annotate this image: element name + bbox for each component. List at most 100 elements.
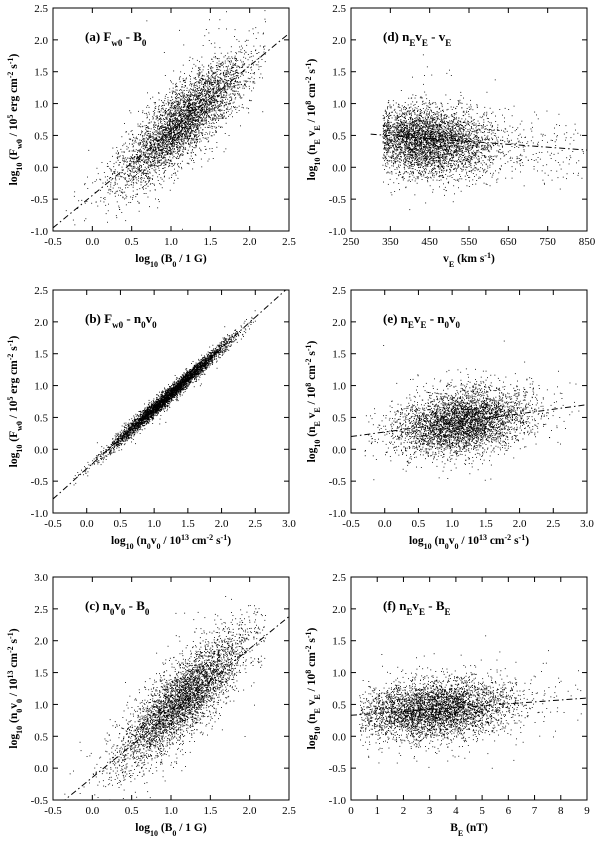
data-point <box>201 133 203 135</box>
data-point <box>173 182 175 184</box>
data-point <box>134 170 136 172</box>
data-point <box>401 135 403 136</box>
data-point <box>192 109 194 110</box>
data-point <box>171 96 173 98</box>
data-point <box>429 125 431 127</box>
data-point <box>197 73 199 75</box>
data-point <box>160 134 162 136</box>
data-point <box>160 110 162 112</box>
data-point <box>432 126 434 128</box>
data-point <box>205 117 207 119</box>
data-point <box>169 113 171 115</box>
data-point <box>173 124 175 126</box>
data-point <box>161 155 163 157</box>
data-point <box>389 113 390 114</box>
data-point <box>180 117 182 119</box>
data-point <box>165 128 167 130</box>
data-point <box>430 153 432 155</box>
data-point <box>179 139 181 141</box>
data-point <box>122 145 124 147</box>
data-point <box>175 100 177 102</box>
data-point <box>206 75 208 77</box>
data-point <box>191 84 193 85</box>
data-point <box>262 33 264 35</box>
data-point <box>190 109 192 111</box>
data-point <box>156 134 158 136</box>
data-point <box>124 157 126 159</box>
data-point <box>179 120 181 122</box>
data-point <box>168 139 170 140</box>
data-point <box>195 123 196 125</box>
data-point <box>197 124 199 125</box>
data-point <box>230 89 232 91</box>
data-point <box>209 83 210 85</box>
data-point <box>145 175 146 176</box>
data-point <box>466 124 468 126</box>
data-point <box>136 154 138 156</box>
data-point <box>202 124 204 126</box>
data-point <box>191 107 192 109</box>
data-point <box>112 173 113 175</box>
data-point <box>416 138 418 140</box>
data-point <box>172 143 174 144</box>
data-point <box>170 148 171 150</box>
data-point <box>177 163 179 164</box>
data-point <box>125 197 127 199</box>
data-point <box>191 110 193 112</box>
data-point <box>194 104 195 106</box>
data-point <box>203 86 205 88</box>
data-point <box>162 149 164 151</box>
data-point <box>475 162 476 164</box>
data-point <box>208 127 209 128</box>
data-point <box>438 130 440 132</box>
data-point <box>231 68 232 69</box>
data-point <box>156 153 158 155</box>
data-point <box>226 69 228 71</box>
data-point <box>186 118 188 120</box>
data-point <box>241 73 243 75</box>
data-point <box>469 128 471 130</box>
y-axis-title-a: log10 (Fw0 / 105 erg cm-2 s-1) <box>6 54 24 186</box>
data-point <box>171 121 172 123</box>
data-point <box>181 133 183 135</box>
data-point <box>154 165 155 167</box>
data-point <box>174 106 175 108</box>
data-point <box>200 100 202 102</box>
data-point <box>184 149 186 150</box>
data-point <box>208 104 210 106</box>
data-point <box>204 92 205 94</box>
data-point <box>141 160 142 161</box>
data-point <box>400 116 402 117</box>
data-point <box>233 101 235 103</box>
data-point <box>131 181 133 183</box>
data-point <box>146 161 147 163</box>
data-point <box>458 104 459 105</box>
data-point <box>160 122 161 124</box>
data-point <box>254 82 256 84</box>
data-point <box>223 81 225 83</box>
data-point <box>184 110 186 112</box>
data-point <box>218 80 220 81</box>
data-point <box>201 91 203 93</box>
data-point <box>148 113 150 115</box>
data-point <box>419 114 421 116</box>
data-point <box>229 78 231 79</box>
data-point <box>494 133 496 134</box>
data-point <box>204 88 205 90</box>
data-point <box>158 148 160 150</box>
data-point <box>490 155 492 157</box>
data-point <box>230 51 232 53</box>
data-point <box>491 176 493 178</box>
data-point <box>225 73 227 75</box>
data-point <box>142 121 144 123</box>
data-point <box>169 153 171 154</box>
data-point <box>204 113 206 115</box>
data-point <box>474 136 476 138</box>
data-point <box>189 100 191 101</box>
data-point <box>223 56 225 58</box>
data-point <box>219 104 220 106</box>
data-point <box>181 136 182 138</box>
data-point <box>207 81 209 82</box>
data-point <box>97 173 99 175</box>
data-point <box>158 148 160 150</box>
